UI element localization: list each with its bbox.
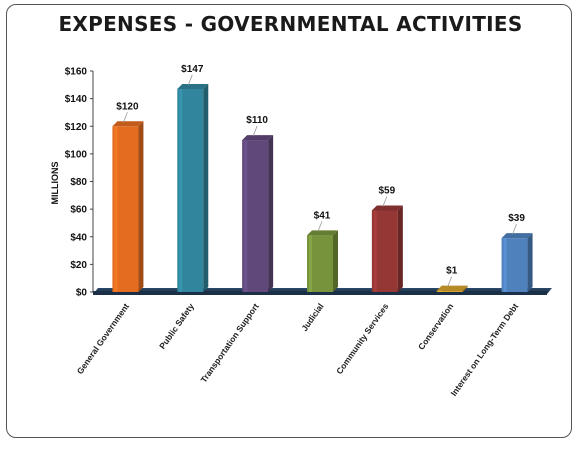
bar-top bbox=[371, 205, 403, 211]
bar bbox=[436, 290, 463, 292]
bar-highlight bbox=[438, 290, 442, 292]
bar-top bbox=[501, 233, 533, 239]
data-label: $110 bbox=[246, 115, 268, 126]
y-tick-label: $140 bbox=[65, 94, 88, 105]
data-label-leader bbox=[317, 221, 323, 232]
bar-highlight bbox=[503, 238, 507, 292]
bar-highlight bbox=[244, 140, 248, 292]
data-label-leader bbox=[123, 112, 128, 123]
bar-group bbox=[242, 135, 274, 292]
bar-group bbox=[371, 205, 403, 292]
bar-top bbox=[436, 285, 468, 291]
x-category-label: Public Safety bbox=[157, 301, 196, 351]
x-category-label: General Government bbox=[75, 301, 132, 376]
y-tick-label: $20 bbox=[70, 260, 87, 271]
bar-top bbox=[307, 230, 338, 236]
data-label: $1 bbox=[446, 266, 458, 277]
bar-highlight bbox=[114, 126, 118, 292]
data-label-leader bbox=[187, 74, 193, 86]
y-tick-label: $40 bbox=[70, 232, 87, 243]
data-label: $147 bbox=[181, 64, 204, 75]
bar-side bbox=[462, 285, 468, 292]
bar-side bbox=[397, 205, 403, 292]
data-label: $39 bbox=[508, 213, 525, 224]
bar-highlight bbox=[373, 210, 377, 292]
bar-top bbox=[242, 135, 274, 141]
y-tick-label: $80 bbox=[70, 177, 87, 188]
x-category-label: Judicial bbox=[299, 301, 325, 333]
data-label: $59 bbox=[379, 186, 396, 197]
bar-highlight bbox=[309, 235, 312, 292]
bar-highlight bbox=[179, 88, 183, 292]
data-label: $120 bbox=[116, 101, 139, 112]
x-category-label: Transportation Support bbox=[198, 301, 260, 384]
data-label-leader bbox=[512, 223, 517, 235]
x-category-label: Interest on Long-Term Debt bbox=[448, 301, 520, 398]
bar-side bbox=[527, 233, 533, 292]
chart-frame bbox=[6, 4, 572, 438]
x-category-label: Conservation bbox=[416, 301, 455, 351]
bar-top bbox=[177, 83, 209, 89]
y-tick-label: $120 bbox=[65, 122, 88, 133]
bar-group bbox=[501, 233, 533, 292]
bar-group bbox=[307, 230, 338, 292]
y-axis-label: MILLIONS bbox=[50, 162, 60, 205]
bar-group bbox=[436, 285, 468, 292]
data-label-leader bbox=[447, 276, 453, 287]
bar-side bbox=[333, 230, 338, 292]
bar-side bbox=[138, 121, 144, 292]
x-category-label: Community Services bbox=[334, 301, 391, 376]
bar-side bbox=[268, 135, 274, 292]
y-tick-label: $0 bbox=[76, 288, 88, 299]
y-tick-label: $60 bbox=[70, 205, 87, 216]
bar-top bbox=[112, 121, 144, 127]
chart-title: EXPENSES - GOVERNMENTAL ACTIVITIES bbox=[58, 12, 523, 36]
data-label-leader bbox=[252, 125, 258, 137]
data-label: $41 bbox=[314, 210, 331, 221]
bar-group bbox=[177, 83, 209, 292]
bar-group bbox=[112, 121, 144, 292]
bar-side bbox=[203, 83, 209, 292]
data-label-leader bbox=[382, 196, 388, 207]
y-tick-label: $160 bbox=[65, 67, 88, 78]
y-tick-label: $100 bbox=[65, 149, 88, 160]
chart-floor-edge bbox=[93, 291, 547, 295]
